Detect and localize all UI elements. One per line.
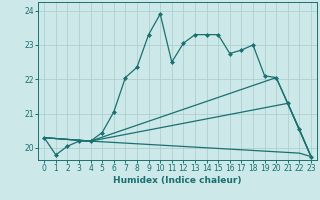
- X-axis label: Humidex (Indice chaleur): Humidex (Indice chaleur): [113, 176, 242, 185]
